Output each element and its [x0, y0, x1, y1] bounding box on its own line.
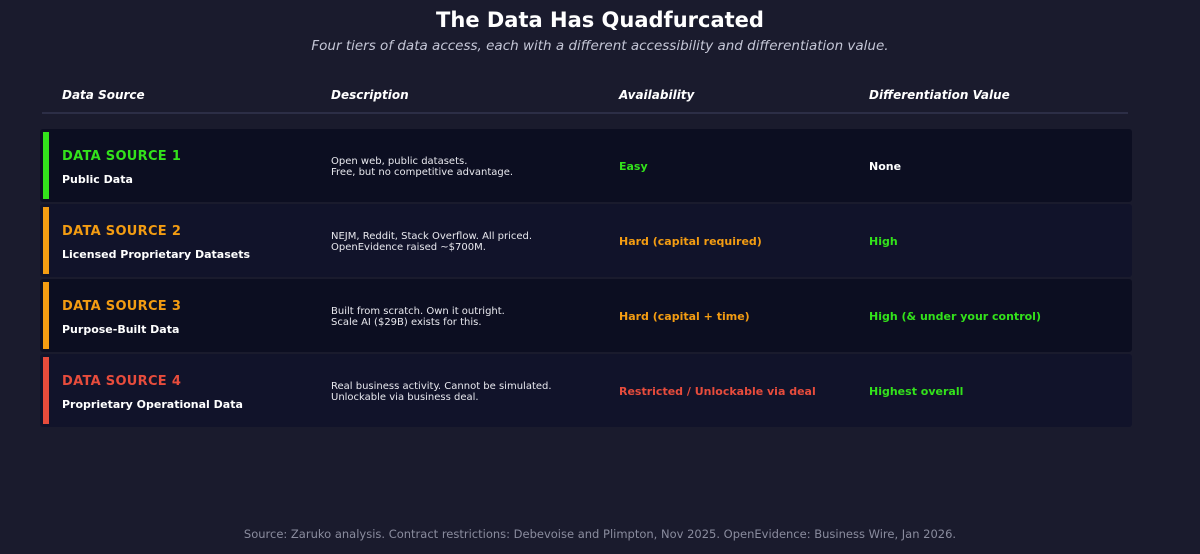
- availability-value: Restricted / Unlockable via deal: [619, 385, 816, 398]
- availability-value: Hard (capital required): [619, 235, 762, 248]
- source-description: Open web, public datasets. Free, but no …: [331, 156, 513, 178]
- source-description: NEJM, Reddit, Stack Overflow. All priced…: [331, 231, 532, 253]
- description-line: Free, but no competitive advantage.: [331, 167, 514, 178]
- tier-color-bar: [43, 132, 49, 199]
- table-row: DATA SOURCE 1 Public Data Open web, publ…: [40, 129, 1132, 202]
- column-header-differentiation-value: Differentiation Value: [869, 88, 1010, 102]
- description-line: Unlockable via business deal.: [331, 392, 479, 403]
- page-title: The Data Has Quadfurcated: [436, 8, 764, 32]
- availability-value: Easy: [619, 160, 648, 173]
- column-header-description: Description: [331, 88, 409, 102]
- source-footnote: Source: Zaruko analysis. Contract restri…: [243, 527, 957, 541]
- page-subtitle: Four tiers of data access, each with a d…: [311, 38, 889, 54]
- table-row: DATA SOURCE 2 Licensed Proprietary Datas…: [40, 204, 1132, 277]
- source-name: Purpose-Built Data: [62, 323, 180, 336]
- source-description: Built from scratch. Own it outright. Sca…: [331, 306, 505, 328]
- tier-label: DATA SOURCE 1: [62, 149, 182, 164]
- source-name: Proprietary Operational Data: [62, 398, 243, 411]
- description-line: OpenEvidence raised ~$700M.: [331, 242, 486, 253]
- availability-value: Hard (capital + time): [619, 310, 750, 323]
- table-row: DATA SOURCE 3 Purpose-Built Data Built f…: [40, 279, 1132, 352]
- differentiation-value: High (& under your control): [869, 310, 1041, 323]
- source-description: Real business activity. Cannot be simula…: [331, 381, 552, 403]
- description-line: Open web, public datasets.: [331, 156, 468, 167]
- tier-label: DATA SOURCE 4: [62, 374, 182, 389]
- differentiation-value: None: [869, 160, 902, 173]
- description-line: Real business activity. Cannot be simula…: [331, 381, 552, 392]
- description-line: NEJM, Reddit, Stack Overflow. All priced…: [331, 231, 533, 242]
- tier-color-bar: [43, 357, 49, 424]
- tier-color-bar: [43, 282, 49, 349]
- column-header-availability: Availability: [619, 88, 695, 102]
- column-header-data-source: Data Source: [62, 88, 145, 102]
- source-name: Licensed Proprietary Datasets: [62, 248, 251, 261]
- description-line: Built from scratch. Own it outright.: [331, 306, 505, 317]
- tier-label: DATA SOURCE 2: [62, 224, 182, 239]
- source-name: Public Data: [62, 173, 133, 186]
- data-sources-table: DATA SOURCE 1 Public Data Open web, publ…: [40, 129, 1132, 429]
- description-line: Scale AI ($29B) exists for this.: [331, 317, 482, 328]
- tier-color-bar: [43, 207, 49, 274]
- tier-label: DATA SOURCE 3: [62, 299, 182, 314]
- table-row: DATA SOURCE 4 Proprietary Operational Da…: [40, 354, 1132, 427]
- table-header: Data Source Description Availability Dif…: [42, 86, 1128, 114]
- differentiation-value: Highest overall: [869, 385, 964, 398]
- differentiation-value: High: [869, 235, 898, 248]
